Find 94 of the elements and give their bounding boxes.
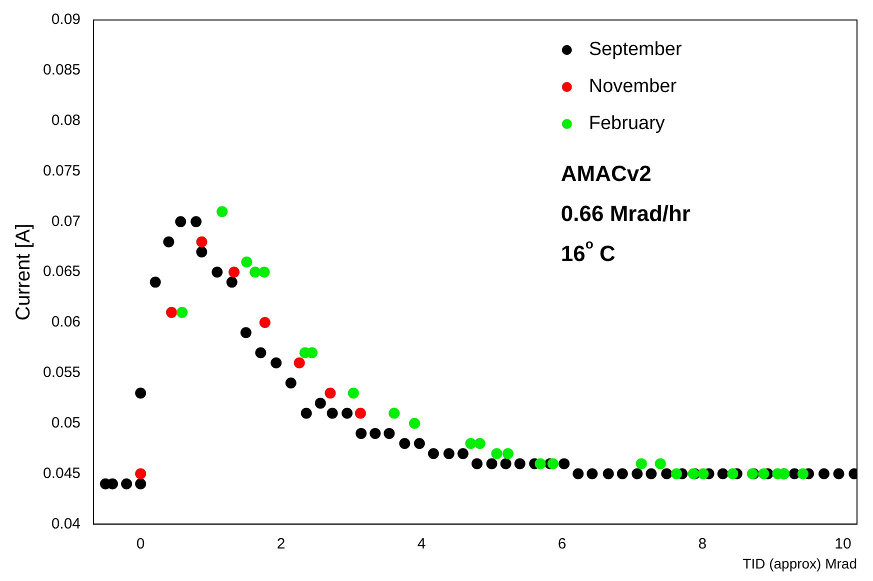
point <box>661 468 672 480</box>
x-axis-title: TID (approx) Mrad <box>742 555 857 572</box>
point <box>300 408 312 419</box>
point <box>465 438 476 450</box>
point <box>457 448 468 460</box>
point <box>228 266 240 278</box>
y-tick-label: 0.09 <box>51 11 81 28</box>
y-tick-label: 0.065 <box>42 263 81 280</box>
point <box>646 468 657 480</box>
point <box>602 468 614 480</box>
point <box>176 306 188 318</box>
point <box>196 246 208 258</box>
annotation: AMACv2 <box>560 161 652 186</box>
point <box>586 468 598 480</box>
point <box>636 458 647 470</box>
point <box>758 468 770 480</box>
point <box>348 388 359 399</box>
x-tick-label: 0 <box>136 535 145 552</box>
y-tick-label: 0.055 <box>42 364 81 382</box>
point <box>342 408 353 419</box>
point <box>384 428 395 439</box>
point <box>654 458 666 470</box>
point <box>212 266 223 278</box>
point <box>240 327 252 338</box>
point <box>163 236 174 248</box>
legend-label: September <box>588 39 682 60</box>
y-axis-title: Current [A] <box>12 224 35 320</box>
point <box>534 458 546 470</box>
y-tick-label: 0.05 <box>51 414 81 432</box>
point <box>258 266 270 278</box>
legend-label: November <box>588 76 678 98</box>
point <box>547 458 558 470</box>
point <box>670 468 682 480</box>
point <box>572 468 584 480</box>
point <box>818 468 830 480</box>
y-tick-label: 0.045 <box>42 464 81 482</box>
point <box>428 448 439 460</box>
x-tick-label: 4 <box>417 535 426 552</box>
point <box>354 408 366 419</box>
point <box>486 458 498 470</box>
legend-label: February <box>588 113 666 134</box>
point <box>166 306 177 318</box>
point <box>491 448 502 460</box>
point <box>414 438 425 450</box>
point <box>356 428 367 439</box>
point <box>717 468 728 480</box>
y-tick-label: 0.07 <box>51 212 81 230</box>
y-tick-label: 0.04 <box>51 515 81 532</box>
point <box>135 388 146 399</box>
x-tick-label: 2 <box>276 535 286 552</box>
x-tick-label: 8 <box>698 535 707 552</box>
point <box>399 438 410 450</box>
point <box>216 206 228 218</box>
point <box>616 468 628 480</box>
point <box>255 347 266 358</box>
y-tick-label: 0.075 <box>42 162 81 180</box>
y-tick-label: 0.06 <box>51 314 81 331</box>
point <box>388 408 400 419</box>
point <box>285 378 296 389</box>
point <box>472 458 483 470</box>
point <box>314 398 326 409</box>
point <box>250 266 261 278</box>
point <box>797 468 808 480</box>
point <box>259 317 270 328</box>
point <box>175 216 186 228</box>
point <box>196 236 208 248</box>
point <box>514 458 526 470</box>
point <box>190 216 202 228</box>
point <box>270 357 282 368</box>
point <box>833 468 844 480</box>
point <box>558 458 570 470</box>
point <box>409 418 420 429</box>
point <box>150 276 161 288</box>
annotation: 0.66 Mrad/hr <box>560 201 691 226</box>
point <box>226 276 238 288</box>
point <box>698 468 709 480</box>
point <box>370 428 381 439</box>
point <box>474 438 486 450</box>
point <box>326 408 338 419</box>
point <box>135 468 146 480</box>
point <box>500 458 512 470</box>
y-tick-label: 0.08 <box>51 112 81 129</box>
y-tick-label: 0.085 <box>42 62 81 79</box>
x-tick-label: 10 <box>834 535 852 552</box>
point <box>632 468 643 480</box>
point <box>727 468 738 480</box>
point <box>294 357 305 368</box>
point <box>502 448 514 460</box>
point <box>443 448 454 460</box>
point <box>241 256 252 268</box>
point <box>135 478 146 490</box>
point <box>324 388 336 399</box>
point <box>121 478 132 490</box>
x-tick-label: 6 <box>558 535 566 552</box>
